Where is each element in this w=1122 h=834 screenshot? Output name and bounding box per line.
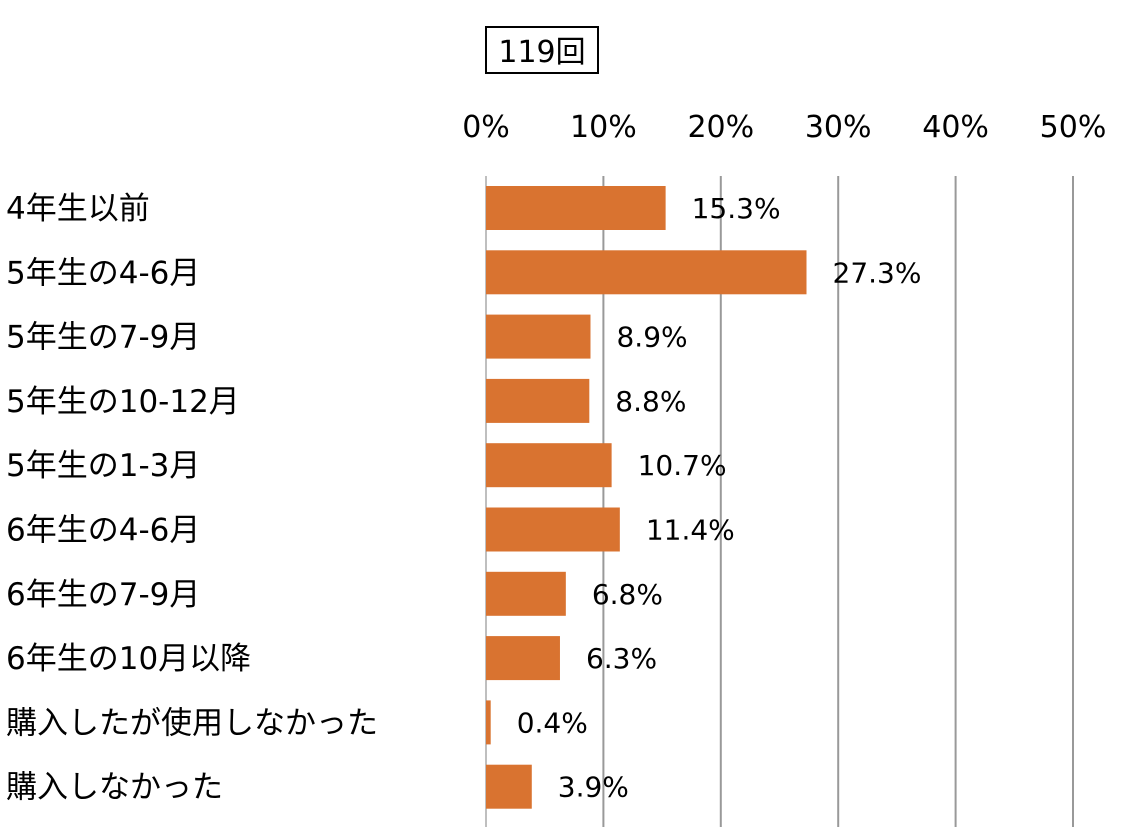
data-label: 15.3% xyxy=(692,192,781,225)
category-label: 6年生の4-6月 xyxy=(6,513,200,549)
bars xyxy=(486,186,807,809)
x-tick-label: 30% xyxy=(805,110,872,145)
data-label: 6.3% xyxy=(586,642,657,675)
category-label: 5年生の1-3月 xyxy=(6,448,200,484)
data-label: 8.8% xyxy=(615,385,686,418)
category-label: 6年生の10月以降 xyxy=(6,641,251,677)
chart-title-group: 119回 xyxy=(485,26,599,74)
category-labels: 4年生以前 5年生の4-6月 5年生の7-9月 5年生の10-12月 5年生の1-3月 6… xyxy=(6,191,378,806)
bar xyxy=(486,571,566,616)
category-label: 4年生以前 xyxy=(6,191,150,227)
category-label: 5年生の4-6月 xyxy=(6,255,200,291)
bar xyxy=(486,700,491,745)
bar xyxy=(486,636,560,681)
x-axis-ticks: 0% 10% 20% 30% 40% 50% xyxy=(462,110,1106,145)
bar xyxy=(486,507,620,552)
data-labels: 15.3% 27.3% 8.9% 8.8% 10.7% 11.4% 6.8% 6.3% 0.4%… xyxy=(517,192,922,804)
data-label: 3.9% xyxy=(558,771,629,804)
chart-title-box xyxy=(485,26,599,74)
category-label: 購入しなかった xyxy=(6,770,223,806)
bar xyxy=(486,378,590,423)
data-label: 10.7% xyxy=(638,449,727,482)
x-tick-label: 10% xyxy=(570,110,637,145)
data-label: 8.9% xyxy=(616,321,687,354)
category-label: 5年生の10-12月 xyxy=(6,384,240,420)
category-label: 5年生の7-9月 xyxy=(6,320,200,356)
x-tick-label: 0% xyxy=(462,110,510,145)
bar xyxy=(486,250,807,295)
bar xyxy=(486,764,532,809)
data-label: 11.4% xyxy=(646,514,735,547)
x-tick-label: 40% xyxy=(922,110,989,145)
x-tick-label: 50% xyxy=(1040,110,1107,145)
x-tick-label: 20% xyxy=(687,110,754,145)
bar xyxy=(486,314,591,359)
bar xyxy=(486,186,666,230)
bar xyxy=(486,443,612,488)
category-label: 6年生の7-9月 xyxy=(6,577,200,613)
data-label: 6.8% xyxy=(592,578,663,611)
data-label: 0.4% xyxy=(517,706,588,739)
category-label: 購入したが使用しなかった xyxy=(6,705,378,741)
data-label: 27.3% xyxy=(833,256,922,289)
chart-title: 119回 xyxy=(498,35,585,70)
